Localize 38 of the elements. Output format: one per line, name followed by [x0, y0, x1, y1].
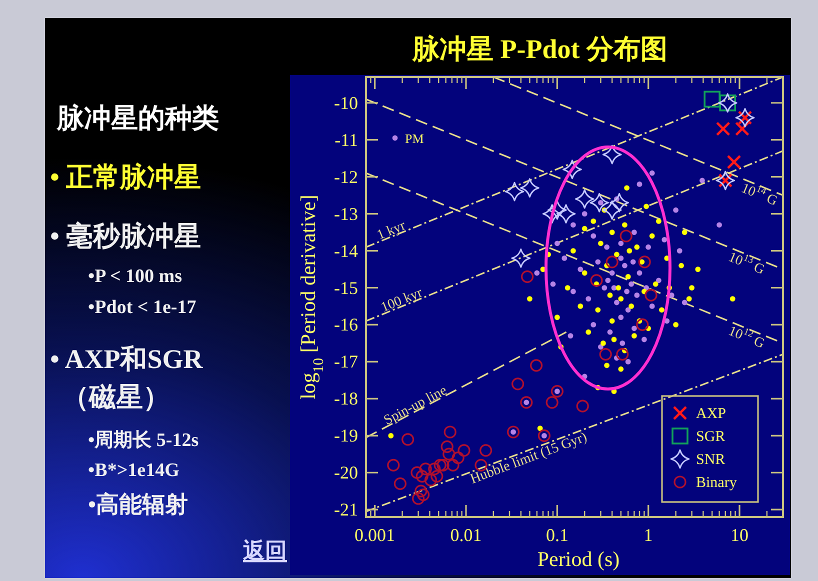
x-tick-label: 1 [644, 525, 653, 545]
y-tick-label: -20 [334, 462, 358, 483]
text: 返回 [242, 538, 287, 563]
y-tick-label: -15 [334, 278, 358, 298]
x-tick-label: 0.001 [354, 525, 396, 545]
text: （磁星） [62, 382, 170, 412]
text: •周期长 5-12s [88, 429, 199, 451]
text: 脉冲星的种类 [56, 103, 219, 133]
text: • 毫秒脉冲星 [50, 221, 202, 251]
text: Hubble limit (15 Gyr) [468, 430, 590, 488]
text: 100 kyr [379, 285, 426, 316]
y-tick-label: -18 [334, 388, 358, 409]
text: •P < 100 ms [88, 266, 182, 287]
y-tick-label: -12 [334, 166, 358, 187]
y-tick-label: -14 [334, 240, 358, 261]
legend-label: SGR [696, 429, 726, 445]
x-axis-title: Period (s) [537, 547, 620, 571]
legend-label: Binary [696, 475, 738, 491]
text: • 正常脉冲星 [50, 162, 202, 192]
y-tick-label: -16 [334, 314, 358, 335]
x-tick-label: 0.01 [450, 525, 482, 545]
y-tick-label: -11 [334, 130, 358, 150]
y-tick-label: -10 [334, 92, 358, 113]
x-tick-label: 10 [730, 525, 748, 545]
chart-title: 脉冲星 P-Pdot 分布图 [412, 34, 668, 64]
x-tick-label: 0.1 [546, 525, 568, 545]
y-tick-label: -21 [334, 500, 358, 520]
text: •高能辐射 [88, 491, 188, 517]
y-tick-label: -17 [334, 352, 358, 372]
y-tick-label: -13 [334, 204, 358, 224]
text: • AXP和SGR [50, 344, 204, 374]
text: •B*>1e14G [88, 460, 180, 481]
text: •Pdot < 1e-17 [88, 297, 197, 318]
legend-label: PM [405, 131, 424, 146]
y-tick-label: -19 [334, 426, 358, 446]
text: 1 kyr [375, 218, 408, 244]
legend-label: SNR [696, 452, 726, 468]
legend-label: AXP [696, 406, 726, 422]
